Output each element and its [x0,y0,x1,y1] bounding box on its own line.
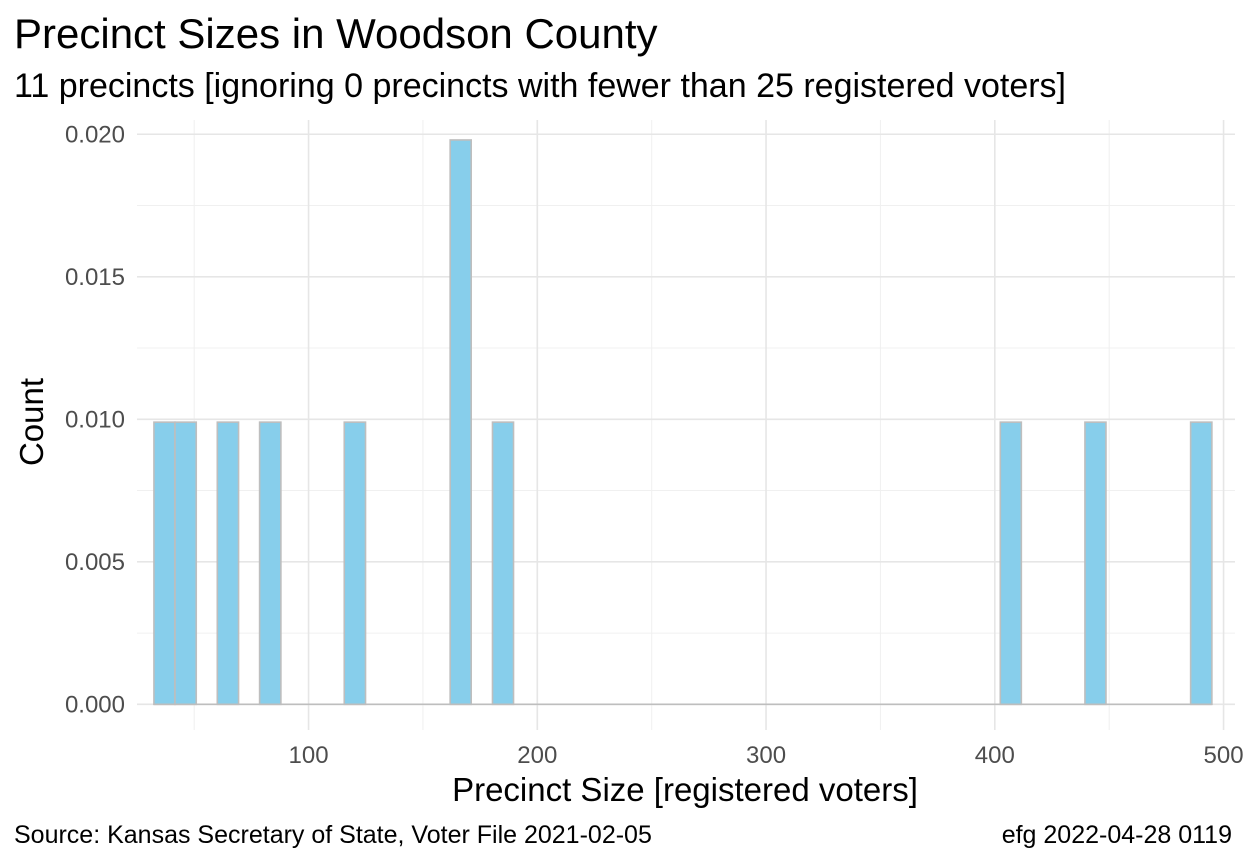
histogram-bar [999,421,1023,706]
histogram-bar [1084,421,1107,706]
y-tick-label: 0.005 [65,549,125,576]
histogram-bar [449,139,473,706]
grid-layer [137,120,1235,730]
y-tick-label: 0.020 [65,121,125,148]
y-axis-title: Count [13,378,50,466]
x-tick-label: 200 [517,742,557,769]
timestamp-caption: efg 2022-04-28 0119 [1001,821,1232,849]
x-tick-label: 400 [975,742,1015,769]
histogram-bar [258,421,282,706]
histogram-chart: 0.000 0.005 0.010 0.015 0.020 100 200 300 400 500… [13,120,1244,808]
histogram-bar [216,421,240,706]
histogram-bar [491,421,515,706]
bars-layer [153,139,1213,706]
x-axis-title: Precinct Size [registered voters] [452,771,918,808]
chart-subtitle: 11 precincts [ignoring 0 precincts with … [14,67,1067,105]
tick-labels: 0.000 0.005 0.010 0.015 0.020 100 200 300 400 500 [65,121,1244,769]
x-tick-label: 500 [1204,742,1244,769]
y-tick-label: 0.010 [65,406,125,433]
source-caption: Source: Kansas Secretary of State, Voter… [14,821,652,849]
histogram-bar [174,421,198,706]
chart-title: Precinct Sizes in Woodson County [14,10,658,57]
y-tick-label: 0.000 [65,691,125,718]
histogram-bar [343,421,367,706]
histogram-bar [1189,421,1213,706]
x-tick-label: 300 [746,742,786,769]
histogram-bar [153,421,176,706]
y-tick-label: 0.015 [65,264,125,291]
x-tick-label: 100 [289,742,329,769]
